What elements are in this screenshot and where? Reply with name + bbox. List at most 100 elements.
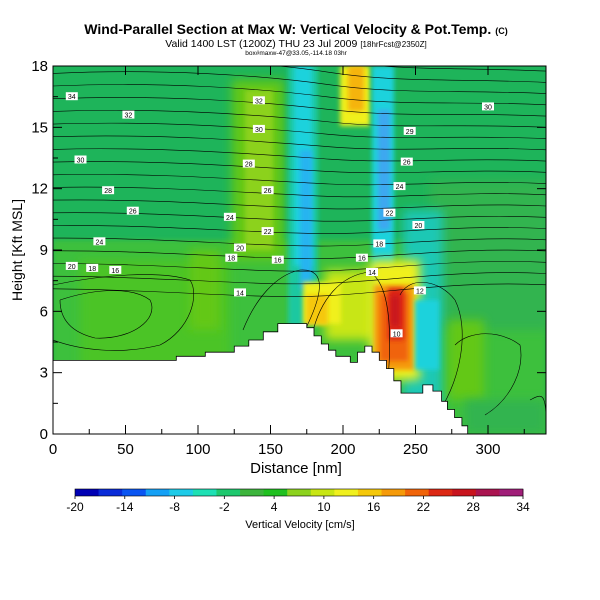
velocity-contour-line <box>399 281 463 411</box>
theta-label: 22 <box>383 208 396 218</box>
x-axis-label: Distance [nm] <box>250 460 342 477</box>
theta-label: 14 <box>366 268 378 277</box>
theta-label-bg <box>261 186 274 195</box>
theta-label-bg <box>261 227 274 236</box>
colorbar-tick-label: 4 <box>271 500 278 514</box>
theta-label: 24 <box>393 182 406 191</box>
theta-label-bg <box>234 243 246 252</box>
theta-label-text: 18 <box>375 241 383 248</box>
velocity-field <box>53 66 546 434</box>
velocity-contour-line <box>53 274 194 351</box>
theta-contour-line <box>53 212 546 222</box>
theta-label-text: 20 <box>415 223 423 230</box>
theta-label-text: 30 <box>77 158 85 165</box>
theta-label-bg <box>413 286 426 295</box>
theta-label-bg <box>383 208 396 217</box>
theta-label-bg <box>109 265 122 274</box>
theta-label-text: 30 <box>484 104 492 111</box>
colorbar-tick-label: -8 <box>169 500 180 514</box>
colorbar-frame <box>74 488 524 497</box>
theta-label-bg <box>400 157 413 166</box>
theta-label-text: 16 <box>358 256 366 263</box>
theta-label: 28 <box>242 159 255 169</box>
theta-label-text: 32 <box>125 113 133 120</box>
theta-label: 26 <box>400 157 413 167</box>
colorbar-tick-label: 22 <box>417 500 431 514</box>
theta-label: 22 <box>261 227 274 236</box>
theta-label-bg <box>366 268 378 276</box>
theta-label-bg <box>225 253 238 262</box>
theta-label: 30 <box>252 124 265 134</box>
theta-contour-line <box>377 66 546 72</box>
theta-contour-line <box>53 283 546 297</box>
colorbar-tick-label: 10 <box>317 500 331 514</box>
y-tick-label: 3 <box>40 365 48 382</box>
x-tick-label: 250 <box>403 441 428 458</box>
colorbar-swatch <box>122 489 147 496</box>
colorbar-swatch <box>263 489 288 496</box>
colorbar-swatch <box>428 489 453 496</box>
theta-label: 26 <box>126 206 139 216</box>
theta-contour-line <box>53 225 546 234</box>
potential-temperature-contours <box>53 66 546 297</box>
theta-contour-line <box>53 161 546 174</box>
theta-label: 14 <box>234 288 246 297</box>
theta-label-bg <box>252 124 265 133</box>
velocity-patch <box>448 320 484 400</box>
colorbar-swatch <box>310 489 335 496</box>
x-tick-label: 100 <box>185 441 210 458</box>
theta-label-bg <box>403 126 416 135</box>
theta-label: 32 <box>122 110 135 120</box>
theta-label-text: 26 <box>403 160 411 167</box>
theta-label-bg <box>65 261 78 270</box>
theta-label-text: 24 <box>226 215 234 222</box>
colorbar-swatch <box>216 489 241 496</box>
theta-label-bg <box>65 92 78 101</box>
theta-label: 16 <box>109 265 122 275</box>
theta-label-text: 10 <box>393 331 401 338</box>
velocity-patch <box>300 150 312 290</box>
x-tick-label: 200 <box>330 441 355 458</box>
colorbar-tick-label: 16 <box>367 500 381 514</box>
theta-label-text: 18 <box>88 266 96 273</box>
theta-contour-line <box>53 135 546 151</box>
theta-label: 16 <box>355 253 368 263</box>
theta-contour-line <box>275 66 546 83</box>
colorbar-swatch <box>405 489 430 496</box>
colorbar-tick-label: -20 <box>66 500 84 514</box>
theta-label-bg <box>252 96 265 105</box>
theta-label-text: 18 <box>227 256 235 263</box>
theta-label-bg <box>74 155 87 164</box>
colorbar-swatch <box>192 489 217 496</box>
subtitle-forecast-note: [18hrFcst@2350Z] <box>360 40 426 49</box>
theta-contour-line <box>53 174 546 186</box>
theta-label-text: 28 <box>245 162 253 169</box>
theta-label: 30 <box>74 155 87 165</box>
theta-label: 18 <box>373 239 386 248</box>
theta-label: 16 <box>271 255 284 265</box>
theta-label-text: 24 <box>96 239 104 246</box>
colorbar-tick-label: -2 <box>219 500 230 514</box>
velocity-patch <box>415 300 439 370</box>
theta-label-text: 28 <box>104 188 112 195</box>
theta-label-text: 20 <box>236 246 244 253</box>
theta-contour-line <box>53 71 546 94</box>
theta-contour-line <box>53 199 546 210</box>
velocity-contour-line <box>242 269 320 331</box>
theta-label-bg <box>271 255 284 264</box>
theta-label: 28 <box>102 186 115 195</box>
y-axis-label: Height [Kft MSL] <box>9 199 25 301</box>
theta-label-text: 30 <box>255 127 263 134</box>
velocity-patch <box>378 110 390 230</box>
theta-label-text: 16 <box>111 268 119 275</box>
colorbar-swatch <box>334 489 359 496</box>
colorbar-swatch <box>287 489 312 496</box>
theta-label-text: 16 <box>274 258 282 265</box>
colorbar: -20 -14 -8 -2 4 10 16 22 28 34 <box>66 488 530 514</box>
theta-label-bg <box>373 239 386 248</box>
colorbar-swatch <box>499 489 524 496</box>
theta-label-bg <box>86 263 99 272</box>
theta-label: 29 <box>403 126 416 136</box>
theta-label: 20 <box>234 243 246 253</box>
theta-contour-line <box>53 249 546 259</box>
